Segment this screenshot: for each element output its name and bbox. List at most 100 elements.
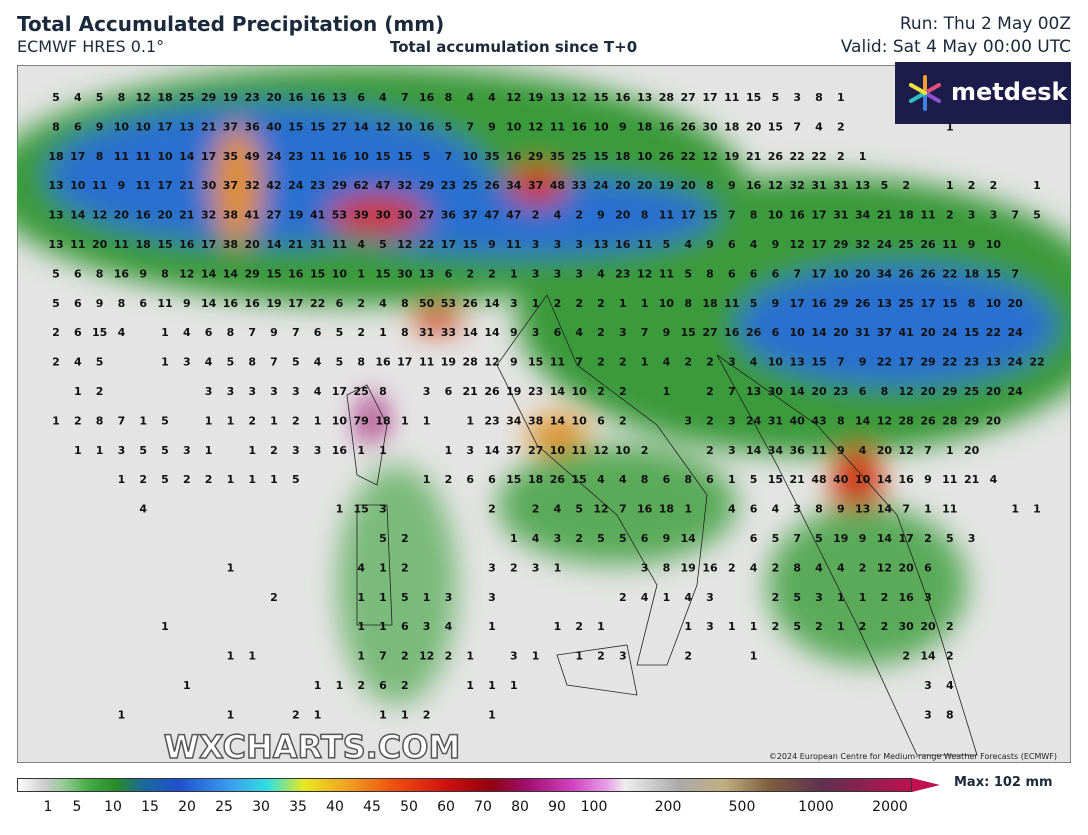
precip-value: 47 [506,209,521,222]
precip-value: 16 [615,238,631,251]
precip-value: 1 [1033,179,1041,192]
precip-value: 16 [310,91,326,104]
precip-value: 13 [746,385,761,398]
precip-value: 10 [354,150,370,163]
precip-value: 4 [379,297,387,310]
precip-value: 6 [488,473,496,486]
precip-value: 3 [379,503,387,516]
precip-value: 6 [205,326,213,339]
precip-value: 6 [445,267,453,280]
precip-value: 1 [488,679,496,692]
precip-value: 16 [659,120,675,133]
precip-value: 15 [681,326,696,339]
precip-value: 1 [684,503,692,516]
precip-value: 6 [74,297,82,310]
precip-value: 26 [920,267,936,280]
precip-value: 2 [597,326,605,339]
precip-value: 30 [397,209,413,222]
precip-value: 41 [899,326,914,339]
precip-value: 6 [750,267,758,280]
precip-value: 9 [837,444,845,457]
precip-value: 32 [201,209,216,222]
precip-value: 23 [245,91,260,104]
precip-value: 1 [314,414,322,427]
precip-value: 1 [357,267,365,280]
precip-value: 20 [615,209,631,222]
precip-value: 14 [484,326,500,339]
precip-value: 20 [1008,297,1024,310]
precip-value: 3 [728,414,736,427]
precip-value: 2 [597,650,605,663]
precip-value: 24 [1008,356,1024,369]
precip-value: 18 [375,414,390,427]
precip-value: 1 [728,620,736,633]
precip-value: 16 [288,267,304,280]
precip-value: 2 [532,503,540,516]
precip-value: 16 [223,297,239,310]
precip-value: 10 [70,179,86,192]
map: 5 4 5 8 12 18 25 29 19 23 20 16 16 13 6 4 7 16 8 4 4 12 19 13 12… [17,65,1071,763]
precip-value: 3 [728,356,736,369]
precip-value: 10 [768,209,784,222]
precip-value: 3 [706,591,714,604]
precip-value: 1 [946,444,954,457]
precip-value: 2 [532,209,540,222]
precip-value: 5 [597,532,605,545]
precip-value: 25 [179,91,194,104]
precip-value: 15 [266,267,281,280]
precip-value: 3 [924,591,932,604]
colorbar-tick: 45 [363,799,381,815]
precip-value: 7 [270,356,278,369]
precip-value: 13 [48,179,63,192]
precip-value: 11 [550,120,565,133]
precip-value: 17 [920,297,935,310]
precip-value: 5 [292,473,300,486]
precip-value: 17 [899,532,914,545]
precip-value: 1 [161,326,169,339]
precip-value: 24 [746,414,762,427]
precip-value: 10 [397,120,413,133]
precip-value: 20 [920,620,936,633]
colorbar-tick: 2000 [872,799,908,815]
precip-value: 15 [986,267,1001,280]
precip-value: 4 [357,238,365,251]
precip-value: 13 [419,267,434,280]
precip-value: 15 [354,503,369,516]
precip-value: 20 [681,179,697,192]
precip-value: 6 [401,620,409,633]
precip-value: 2 [859,561,867,574]
precip-value: 7 [1011,267,1019,280]
precip-value: 6 [728,267,736,280]
precip-value: 20 [157,209,173,222]
precip-value: 3 [793,503,801,516]
precip-value: 17 [702,91,717,104]
precip-value: 26 [855,297,871,310]
precip-value: 6 [74,326,82,339]
precip-value: 2 [706,414,714,427]
precip-value: 7 [445,150,453,163]
precip-value: 35 [484,150,499,163]
precip-value: 5 [793,620,801,633]
precip-value: 10 [332,414,348,427]
precip-value: 31 [833,209,848,222]
precip-value: 3 [728,444,736,457]
precip-value: 2 [575,532,583,545]
precip-value: 22 [811,150,826,163]
precip-value: 4 [575,326,583,339]
precip-value: 6 [772,326,780,339]
colorbar-tick: 5 [72,799,82,815]
precip-value: 27 [702,326,717,339]
precip-value: 4 [946,679,954,692]
precip-value: 1 [510,679,518,692]
precip-value: 1 [510,532,518,545]
precip-value: 2 [946,650,954,663]
precip-value: 1 [1033,503,1041,516]
precip-value: 1 [423,414,431,427]
precip-value: 18 [899,209,914,222]
precip-value: 16 [615,91,631,104]
precip-value: 11 [724,297,739,310]
precip-value: 32 [397,179,412,192]
precip-value: 3 [445,591,453,604]
precip-value: 1 [270,473,278,486]
precip-value: 1 [227,561,235,574]
